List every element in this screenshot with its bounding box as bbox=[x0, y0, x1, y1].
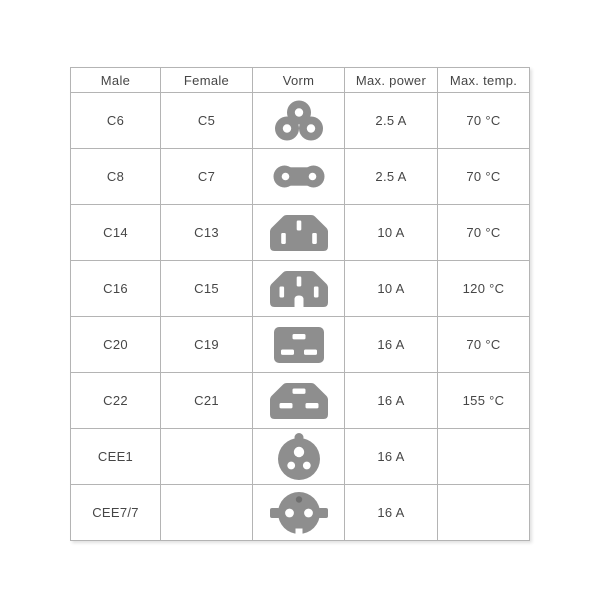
max-temp-cell bbox=[438, 485, 529, 540]
table-row: C6 C5 2.5 A 70 °C bbox=[71, 93, 529, 149]
vorm-cell bbox=[253, 317, 345, 372]
vorm-cell bbox=[253, 261, 345, 316]
max-power-cell: 10 A bbox=[345, 261, 438, 316]
max-power-cell: 2.5 A bbox=[345, 93, 438, 148]
vorm-cell bbox=[253, 93, 345, 148]
max-temp-cell: 120 °C bbox=[462, 281, 505, 296]
max-power-cell: 2.5 A bbox=[345, 149, 438, 204]
female-cell: C7 bbox=[161, 149, 253, 204]
max-power-cell: 16 A bbox=[345, 485, 438, 540]
c16-c15-notched-inlet-icon bbox=[268, 269, 330, 309]
female-cell: C15 bbox=[161, 261, 253, 316]
female-cell bbox=[161, 429, 253, 484]
c6-c5-cloverleaf-icon bbox=[273, 100, 325, 142]
cee7-7-schuko-plug-icon bbox=[269, 490, 328, 536]
max-power-cell: 16 A bbox=[345, 317, 438, 372]
connector-table: Male Female Vorm Max. power Max. temp. C… bbox=[70, 67, 530, 541]
header-male: Male bbox=[71, 68, 161, 92]
table-row: C8 C7 2.5 A 70 °C bbox=[71, 149, 529, 205]
female-cell: C21 bbox=[161, 373, 253, 428]
male-cell: CEE7/7 bbox=[71, 485, 161, 540]
c22-c21-inlet-icon bbox=[268, 381, 330, 421]
max-temp-cell: 70 °C bbox=[466, 337, 501, 352]
female-cell: C19 bbox=[161, 317, 253, 372]
vorm-cell bbox=[253, 429, 345, 484]
table-row: C16 C15 10 A 120 °C bbox=[71, 261, 529, 317]
male-cell: C16 bbox=[71, 261, 161, 316]
max-temp-cell: 70 °C bbox=[466, 225, 501, 240]
max-temp-cell bbox=[438, 429, 529, 484]
female-cell bbox=[161, 485, 253, 540]
vorm-cell bbox=[253, 149, 345, 204]
max-temp-cell: 70 °C bbox=[466, 169, 501, 184]
female-cell: C13 bbox=[161, 205, 253, 260]
male-cell: C8 bbox=[71, 149, 161, 204]
max-temp-cell: 155 °C bbox=[462, 393, 505, 408]
c20-c19-inlet-icon bbox=[273, 326, 325, 364]
female-cell: C5 bbox=[161, 93, 253, 148]
c8-c7-figure-eight-icon bbox=[273, 165, 325, 188]
vorm-cell bbox=[253, 205, 345, 260]
male-cell: C22 bbox=[71, 373, 161, 428]
max-power-cell: 16 A bbox=[345, 373, 438, 428]
table-row: CEE1 16 A bbox=[71, 429, 529, 485]
male-cell: C20 bbox=[71, 317, 161, 372]
male-cell: C6 bbox=[71, 93, 161, 148]
male-cell: CEE1 bbox=[71, 429, 161, 484]
table-row: C22 C21 16 A 155 °C bbox=[71, 373, 529, 429]
table-row: CEE7/7 16 A bbox=[71, 485, 529, 540]
table-row: C14 C13 10 A 70 °C bbox=[71, 205, 529, 261]
header-max-temp: Max. temp. bbox=[449, 72, 518, 88]
header-vorm: Vorm bbox=[253, 68, 345, 92]
male-cell: C14 bbox=[71, 205, 161, 260]
cee1-round-plug-icon bbox=[276, 432, 322, 482]
max-temp-cell: 70 °C bbox=[466, 113, 501, 128]
table-row: C20 C19 16 A 70 °C bbox=[71, 317, 529, 373]
c14-c13-inlet-icon bbox=[268, 213, 330, 253]
vorm-cell bbox=[253, 373, 345, 428]
max-power-cell: 10 A bbox=[345, 205, 438, 260]
header-max-power: Max. power bbox=[345, 68, 438, 92]
table-header-row: Male Female Vorm Max. power Max. temp. bbox=[71, 68, 529, 93]
vorm-cell bbox=[253, 485, 345, 540]
max-power-cell: 16 A bbox=[345, 429, 438, 484]
header-female: Female bbox=[161, 68, 253, 92]
